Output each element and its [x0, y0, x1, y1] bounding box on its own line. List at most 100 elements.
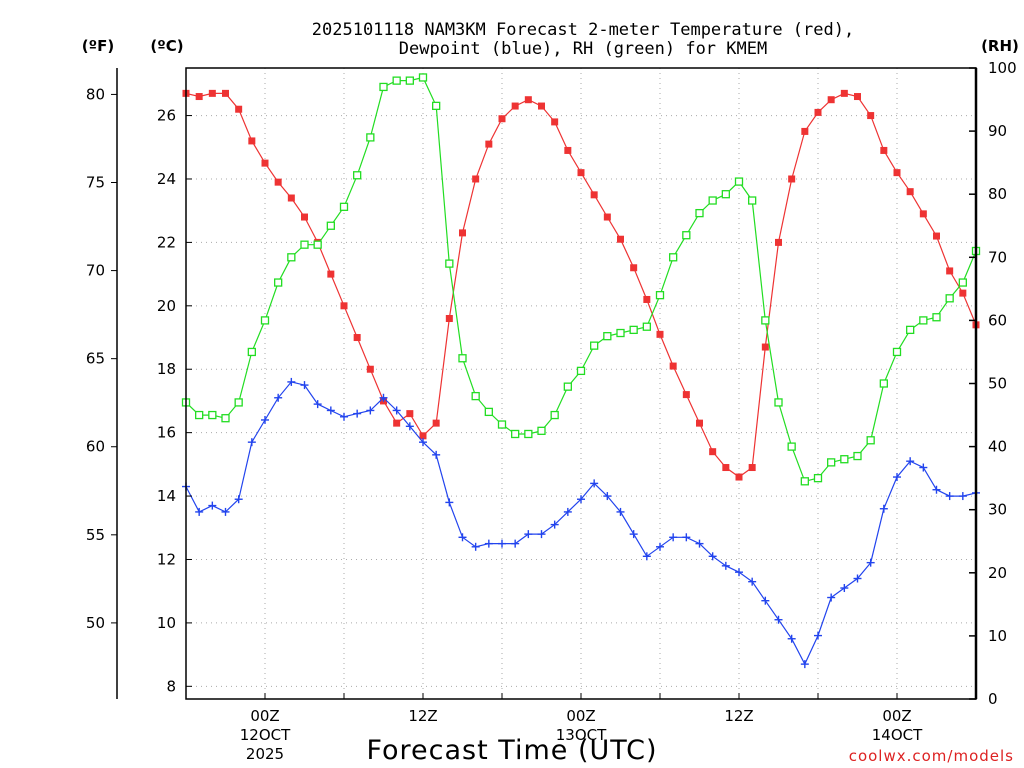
- temperature-point: [353, 334, 361, 342]
- rh-point: [840, 455, 849, 464]
- fahrenheit-unit-label: (ºF): [82, 37, 114, 55]
- temperature-point: [511, 102, 519, 110]
- temperature-point: [788, 175, 796, 183]
- dewpoint-point: [300, 381, 309, 390]
- rh-point: [734, 177, 744, 186]
- temperature-point: [287, 194, 295, 202]
- rh-point: [392, 76, 401, 85]
- dewpoint-point: [208, 501, 217, 510]
- rh-point: [234, 398, 243, 407]
- temperature-point: [590, 191, 598, 199]
- temperature-point: [577, 169, 585, 177]
- dewpoint-point: [419, 438, 427, 447]
- celsius-tick-label: 20: [157, 297, 176, 315]
- dewpoint-point: [326, 406, 335, 415]
- temperature-point: [524, 96, 532, 104]
- dewpoint-point: [866, 558, 875, 567]
- rh-point: [484, 407, 493, 417]
- temperature-point: [761, 343, 769, 351]
- rh-point: [326, 221, 335, 230]
- series-dewpoint: [182, 377, 980, 669]
- dewpoint-point: [748, 577, 757, 586]
- dewpoint-point: [669, 533, 678, 542]
- temperature-point: [498, 115, 506, 123]
- temperature-point: [722, 464, 730, 472]
- rh-point: [827, 458, 836, 467]
- dewpoint-point: [458, 533, 467, 542]
- x-tick-date: 14OCT: [872, 726, 923, 744]
- temperature-point: [748, 464, 756, 472]
- dewpoint-point: [247, 438, 256, 447]
- dewpoint-point: [932, 485, 941, 494]
- rh-point: [524, 429, 533, 439]
- dewpoint-point: [774, 615, 783, 624]
- rh-point: [787, 442, 796, 451]
- temperature-point: [775, 238, 782, 246]
- rh-point: [353, 171, 362, 180]
- fahrenheit-tick-label: 65: [86, 350, 105, 368]
- temperature-point: [893, 169, 901, 177]
- dewpoint-point: [590, 479, 599, 488]
- temperature-point: [906, 188, 914, 196]
- rh-point: [563, 382, 572, 391]
- x-axis-title: Forecast Time (UTC): [366, 735, 657, 766]
- temperature-point: [840, 89, 848, 97]
- temperature-point: [643, 295, 651, 303]
- celsius-unit-label: (ºC): [150, 37, 183, 55]
- rh-point: [445, 259, 454, 268]
- x-tick-label: 00Z: [882, 707, 911, 725]
- fahrenheit-tick-label: 55: [86, 526, 105, 544]
- dewpoint-point: [656, 542, 664, 551]
- rh-point: [629, 325, 638, 335]
- rh-point: [497, 420, 507, 429]
- dewpoint-point: [577, 495, 585, 504]
- temperature-point: [327, 270, 335, 278]
- dewpoint-point: [906, 457, 915, 466]
- temperature-point: [235, 105, 243, 113]
- rh-point: [774, 398, 783, 407]
- x-tick-label: 12Z: [724, 707, 753, 725]
- dewpoint-point: [221, 507, 230, 516]
- rh-point: [550, 410, 559, 420]
- temperature-point: [432, 419, 440, 427]
- dewpoint-point: [919, 463, 928, 472]
- celsius-tick-label: 14: [157, 487, 176, 505]
- rh-unit-label: (RH): [981, 37, 1019, 55]
- x-tick-date: 12OCT: [240, 726, 291, 744]
- dewpoint-point: [958, 492, 967, 501]
- temperature-point: [551, 118, 559, 126]
- x-tick-label: 00Z: [250, 707, 279, 725]
- rh-point: [616, 328, 625, 338]
- dewpoint-point: [616, 507, 625, 516]
- axes-labels: 8 10 12 14 16 18 20 22 24 26 50 55 60 65 70 75 80 0 10 20 30…: [86, 59, 1017, 763]
- rh-tick-label: 50: [988, 375, 1007, 393]
- temperature-point: [682, 391, 690, 399]
- celsius-tick-label: 10: [157, 614, 176, 632]
- rh-point: [748, 196, 757, 205]
- rh-point: [260, 316, 270, 325]
- rh-point: [379, 82, 388, 92]
- temperature-point: [919, 210, 927, 218]
- dewpoint-point: [853, 574, 862, 583]
- rh-point: [458, 354, 467, 363]
- rh-point: [695, 208, 704, 218]
- fahrenheit-tick-label: 60: [86, 438, 105, 456]
- rh-point: [418, 73, 428, 82]
- rh-point: [300, 240, 309, 249]
- credit-text: coolwx.com/models: [849, 747, 1014, 765]
- dewpoint-point: [432, 450, 441, 459]
- rh-point: [603, 332, 612, 341]
- temperature-point: [538, 102, 545, 110]
- temperature-point: [959, 289, 967, 297]
- temperature-point: [696, 419, 703, 427]
- dewpoint-point: [537, 530, 546, 539]
- temperature-point: [933, 232, 940, 240]
- chart-title-line-1: 2025101118 NAM3KM Forecast 2-meter Tempe…: [312, 20, 854, 40]
- rh-point: [761, 316, 770, 325]
- rh-point: [339, 202, 349, 211]
- dewpoint-point: [484, 539, 493, 548]
- dewpoint-point: [761, 596, 770, 605]
- dewpoint-point: [708, 552, 717, 561]
- temperature-point: [709, 448, 717, 456]
